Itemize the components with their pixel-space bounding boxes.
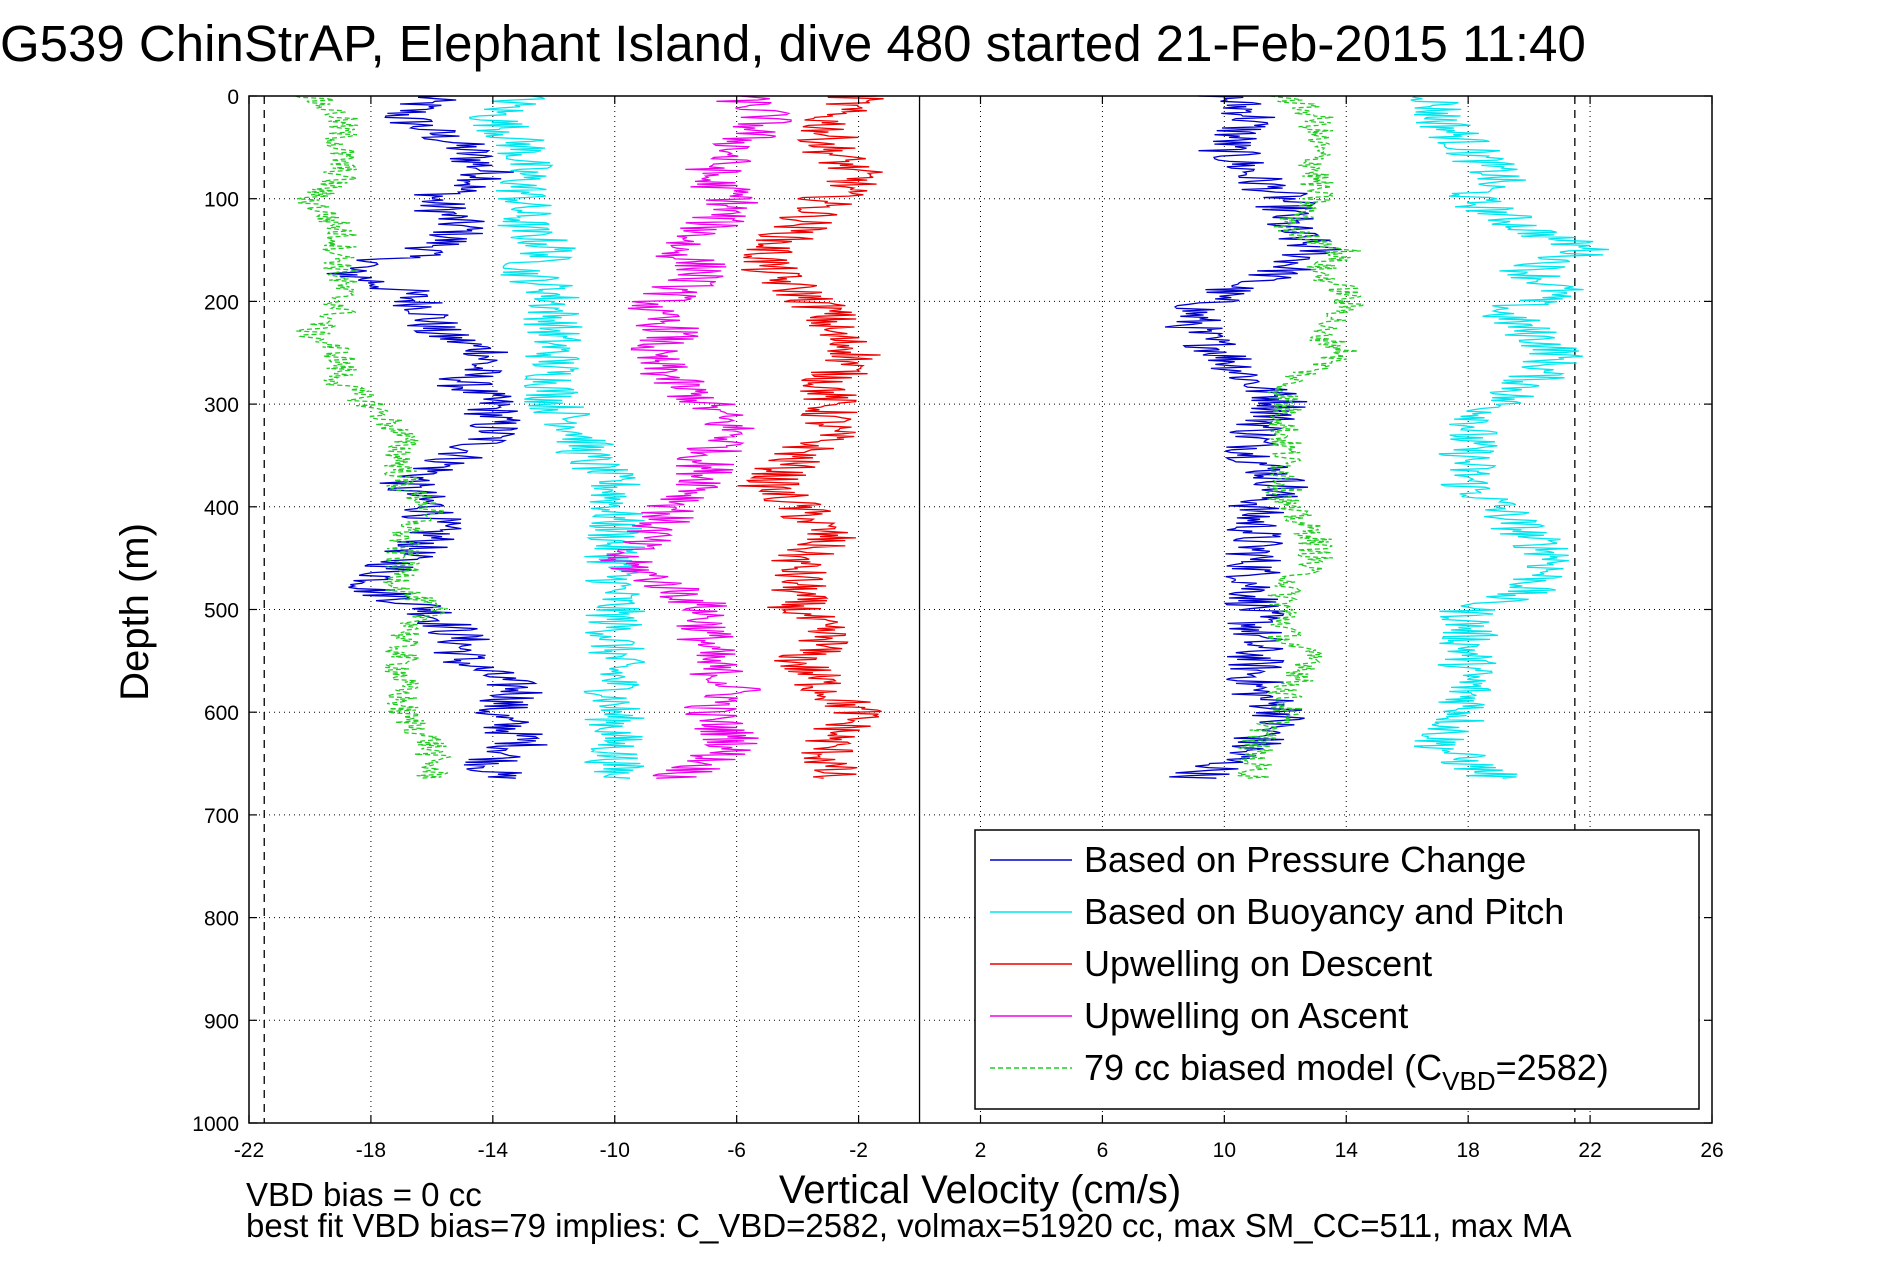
x-tick-label: -6 <box>727 1139 746 1162</box>
x-tick-label: 18 <box>1456 1139 1479 1162</box>
y-tick-label: 200 <box>204 291 239 314</box>
series-line-descent <box>295 95 453 779</box>
footer-line-1: VBD bias = 0 cc <box>246 1176 482 1213</box>
legend-label: Upwelling on Descent <box>1084 943 1432 984</box>
x-tick-label: -14 <box>478 1139 509 1162</box>
series-upwelling-on-descent <box>737 95 884 779</box>
legend-box <box>974 829 1700 1110</box>
y-tick-label: 0 <box>227 86 239 109</box>
y-axis-label: Depth (m) <box>113 523 157 701</box>
series-line <box>737 95 884 779</box>
x-axis-label: Vertical Velocity (cm/s) <box>779 1168 1181 1212</box>
y-tick-label: 700 <box>204 805 239 828</box>
y-tick-label: 800 <box>204 908 239 931</box>
series-based-on-buoyancy-and-pitch <box>468 95 1610 779</box>
y-tick-label: 400 <box>204 497 239 520</box>
y-tick-label: 300 <box>204 394 239 417</box>
series-upwelling-on-ascent <box>600 95 792 779</box>
series-based-on-pressure-change <box>326 95 1343 779</box>
x-tick-label: 22 <box>1578 1139 1601 1162</box>
x-tick-label: 26 <box>1700 1139 1723 1162</box>
series-line-ascent <box>1410 95 1610 779</box>
x-tick-label: 6 <box>1097 1139 1109 1162</box>
x-axis-ticks: -22 -18 -14 -10 -6 -2 2 6 10 14 18 22 26 <box>234 96 1724 1162</box>
chart-title: G539 ChinStrAP, Elephant Island, dive 48… <box>0 15 1586 72</box>
series-line-descent <box>326 95 548 779</box>
y-tick-label: 900 <box>204 1010 239 1033</box>
series-layer <box>295 95 1610 779</box>
y-tick-label: 100 <box>204 189 239 212</box>
x-tick-label: 14 <box>1335 1139 1359 1162</box>
series-line-ascent <box>1164 95 1343 779</box>
legend: Based on Pressure Change Based on Buoyanc… <box>974 829 1700 1110</box>
y-tick-label: 600 <box>204 702 239 725</box>
x-tick-label: 10 <box>1213 1139 1236 1162</box>
series-line-descent <box>468 95 646 779</box>
x-tick-label: -18 <box>356 1139 386 1162</box>
footer-line-2: best fit VBD bias=79 implies: C_VBD=2582… <box>246 1207 1572 1244</box>
y-tick-label: 500 <box>204 600 239 623</box>
series-79-cc-biased-model-c-vbd-2582 <box>295 95 1366 779</box>
x-tick-label: -22 <box>234 1139 264 1162</box>
series-line-ascent <box>1237 95 1366 779</box>
y-tick-label: 1000 <box>192 1113 239 1136</box>
legend-label: Upwelling on Ascent <box>1084 995 1408 1036</box>
legend-label: 79 cc biased model (CVBD=2582) <box>1084 1047 1609 1096</box>
y-axis-ticks: 0 100 200 300 400 500 600 700 800 900 1000 <box>192 86 1712 1136</box>
x-tick-label: -10 <box>600 1139 630 1162</box>
x-tick-label: -2 <box>849 1139 868 1162</box>
x-tick-label: 2 <box>975 1139 987 1162</box>
legend-label: Based on Buoyancy and Pitch <box>1084 891 1564 932</box>
legend-label: Based on Pressure Change <box>1084 839 1526 880</box>
series-line <box>600 95 792 779</box>
